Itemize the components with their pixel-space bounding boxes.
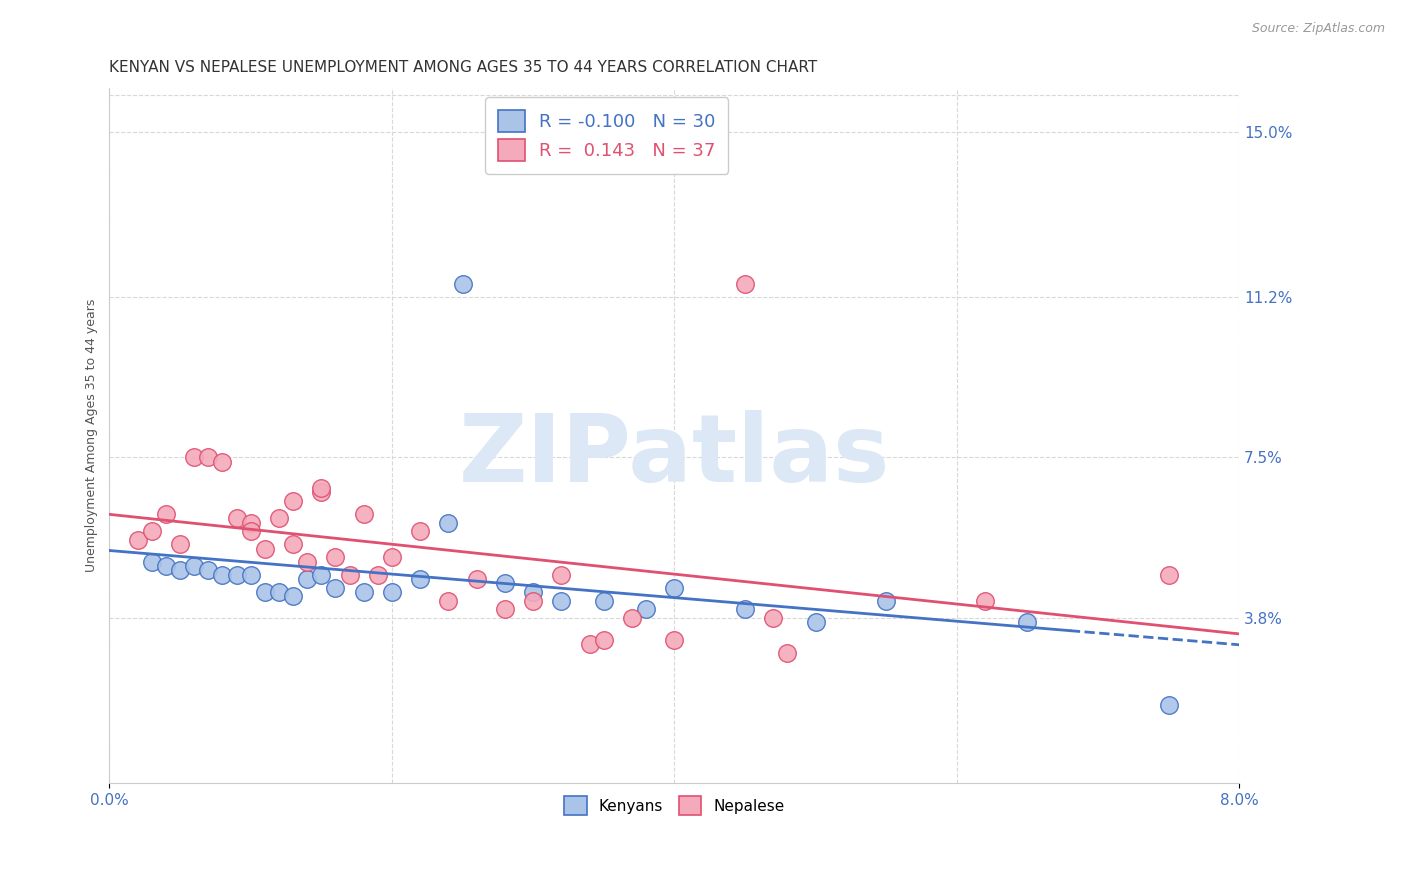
Point	[169, 537, 191, 551]
Point	[664, 632, 686, 647]
Point	[465, 572, 488, 586]
Point	[211, 455, 233, 469]
Point	[295, 572, 318, 586]
Point	[311, 567, 333, 582]
Point	[734, 602, 756, 616]
Point	[353, 507, 375, 521]
Point	[325, 550, 347, 565]
Point	[734, 277, 756, 291]
Point	[437, 593, 460, 607]
Point	[451, 277, 474, 291]
Point	[281, 590, 304, 604]
Point	[550, 593, 572, 607]
Point	[155, 558, 177, 573]
Point	[804, 615, 827, 630]
Point	[281, 493, 304, 508]
Point	[1157, 567, 1180, 582]
Point	[381, 585, 404, 599]
Point	[1017, 615, 1039, 630]
Point	[776, 646, 799, 660]
Point	[592, 593, 614, 607]
Point	[1157, 698, 1180, 712]
Point	[127, 533, 149, 547]
Point	[239, 567, 262, 582]
Point	[367, 567, 389, 582]
Y-axis label: Unemployment Among Ages 35 to 44 years: Unemployment Among Ages 35 to 44 years	[86, 299, 98, 573]
Point	[183, 450, 205, 465]
Point	[239, 516, 262, 530]
Point	[353, 585, 375, 599]
Point	[636, 602, 658, 616]
Point	[522, 585, 544, 599]
Point	[267, 585, 290, 599]
Legend: Kenyans, Nepalese: Kenyans, Nepalese	[554, 787, 794, 824]
Point	[225, 567, 247, 582]
Point	[762, 611, 785, 625]
Point	[381, 550, 404, 565]
Point	[494, 576, 516, 591]
Text: KENYAN VS NEPALESE UNEMPLOYMENT AMONG AGES 35 TO 44 YEARS CORRELATION CHART: KENYAN VS NEPALESE UNEMPLOYMENT AMONG AG…	[110, 60, 818, 75]
Point	[239, 524, 262, 538]
Text: Source: ZipAtlas.com: Source: ZipAtlas.com	[1251, 22, 1385, 36]
Point	[974, 593, 997, 607]
Point	[169, 563, 191, 577]
Point	[155, 507, 177, 521]
Point	[664, 581, 686, 595]
Point	[578, 637, 600, 651]
Text: ZIPatlas: ZIPatlas	[458, 410, 890, 502]
Point	[197, 450, 219, 465]
Point	[267, 511, 290, 525]
Point	[592, 632, 614, 647]
Point	[875, 593, 897, 607]
Point	[295, 555, 318, 569]
Point	[211, 567, 233, 582]
Point	[141, 555, 163, 569]
Point	[339, 567, 361, 582]
Point	[409, 572, 432, 586]
Point	[183, 558, 205, 573]
Point	[409, 524, 432, 538]
Point	[311, 481, 333, 495]
Point	[494, 602, 516, 616]
Point	[141, 524, 163, 538]
Point	[437, 516, 460, 530]
Point	[225, 511, 247, 525]
Point	[550, 567, 572, 582]
Point	[253, 541, 276, 556]
Point	[311, 485, 333, 500]
Point	[621, 611, 644, 625]
Point	[325, 581, 347, 595]
Point	[281, 537, 304, 551]
Point	[197, 563, 219, 577]
Point	[253, 585, 276, 599]
Point	[522, 593, 544, 607]
